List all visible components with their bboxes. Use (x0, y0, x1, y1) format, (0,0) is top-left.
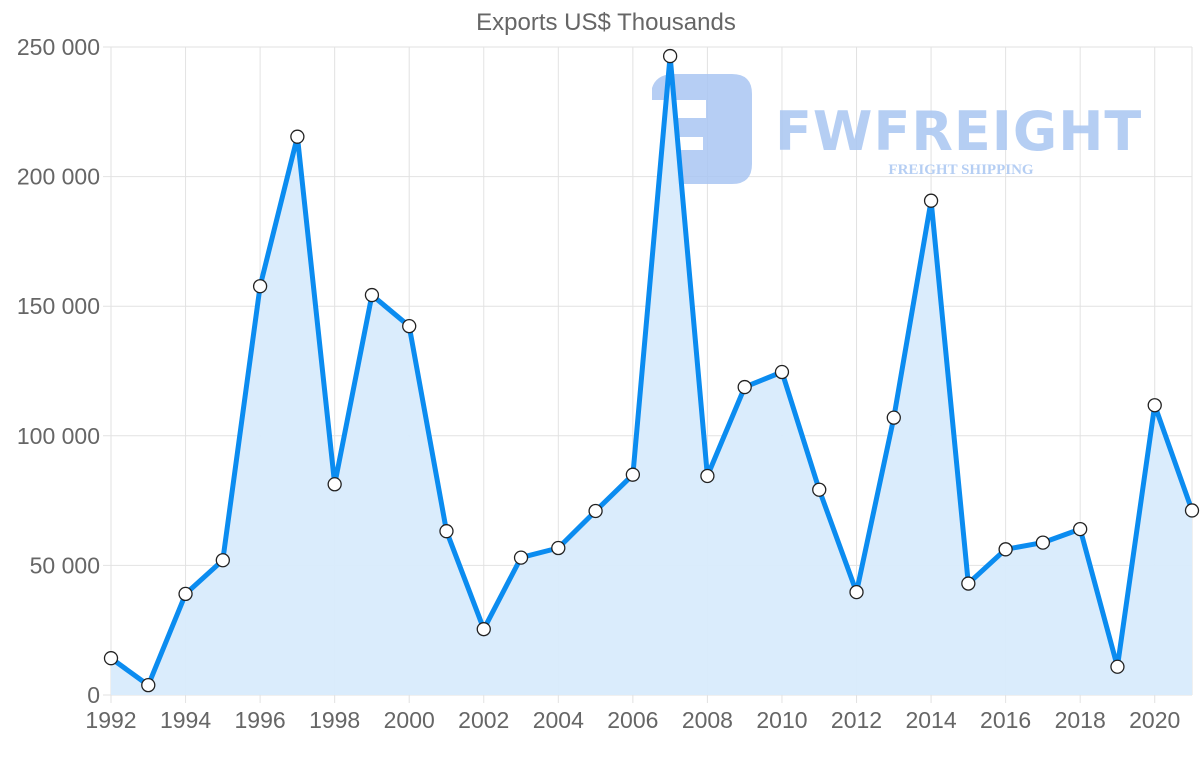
data-point[interactable] (812, 482, 827, 497)
fwfreight-watermark: FWFREIGHT FREIGHT SHIPPING (652, 74, 1142, 184)
data-point[interactable] (551, 540, 566, 556)
series-area-fill (111, 56, 1192, 696)
data-point[interactable] (1110, 659, 1125, 674)
y-tick-label: 150 000 (17, 293, 100, 319)
data-point[interactable] (849, 584, 864, 600)
x-tick-label: 2018 (1055, 707, 1106, 733)
x-tick-label: 2014 (905, 707, 956, 733)
data-point[interactable] (513, 550, 529, 565)
chart-title: Exports US$ Thousands (476, 9, 736, 36)
x-tick-label: 2016 (980, 707, 1031, 733)
data-point[interactable] (327, 477, 342, 492)
watermark-tagline: FREIGHT SHIPPING (888, 162, 1033, 178)
data-point[interactable] (402, 319, 417, 334)
data-point[interactable] (1184, 503, 1200, 518)
data-point[interactable] (886, 410, 901, 425)
x-tick-label: 2020 (1129, 707, 1180, 733)
y-axis-ticks: 0 50 000 100 000 150 000 200 000 250 000 (17, 34, 100, 708)
x-tick-label: 2008 (682, 707, 733, 733)
data-point[interactable] (215, 553, 230, 568)
data-point[interactable] (998, 542, 1013, 557)
x-tick-label: 2006 (607, 707, 658, 733)
data-point[interactable] (774, 364, 790, 380)
data-point[interactable] (923, 193, 939, 208)
x-tick-label: 1992 (85, 707, 136, 733)
x-tick-label: 2012 (831, 707, 882, 733)
y-tick-label: 250 000 (17, 34, 100, 60)
data-point[interactable] (252, 279, 268, 294)
x-axis-ticks: 1992 1994 1996 1998 2000 2002 2004 2006 2008 2010… (85, 707, 1180, 733)
y-tick-label: 200 000 (17, 164, 100, 190)
x-tick-label: 1996 (235, 707, 286, 733)
data-point[interactable] (700, 468, 715, 484)
data-point[interactable] (662, 48, 678, 64)
data-point[interactable] (1147, 398, 1162, 413)
data-point[interactable] (1073, 521, 1088, 537)
data-point[interactable] (290, 129, 305, 144)
x-tick-label: 1998 (309, 707, 360, 733)
data-point[interactable] (141, 678, 156, 693)
data-point[interactable] (625, 467, 641, 482)
data-point[interactable] (364, 287, 380, 303)
data-point[interactable] (439, 524, 454, 539)
y-tick-label: 100 000 (17, 423, 100, 449)
x-tick-label: 2004 (533, 707, 584, 733)
data-point[interactable] (961, 576, 976, 591)
x-tick-label: 2002 (458, 707, 509, 733)
watermark-brand: FWFREIGHT (775, 100, 1142, 163)
data-point[interactable] (737, 379, 752, 395)
x-tick-label: 2010 (756, 707, 807, 733)
x-tick-label: 2000 (384, 707, 435, 733)
data-point[interactable] (588, 503, 603, 519)
data-point[interactable] (103, 651, 119, 666)
data-points (103, 48, 1200, 693)
data-point[interactable] (1035, 535, 1051, 550)
data-point[interactable] (476, 622, 491, 637)
y-tick-label: 50 000 (30, 552, 100, 578)
data-point[interactable] (178, 586, 193, 602)
x-tick-label: 1994 (160, 707, 211, 733)
y-tick-label: 0 (87, 682, 100, 708)
